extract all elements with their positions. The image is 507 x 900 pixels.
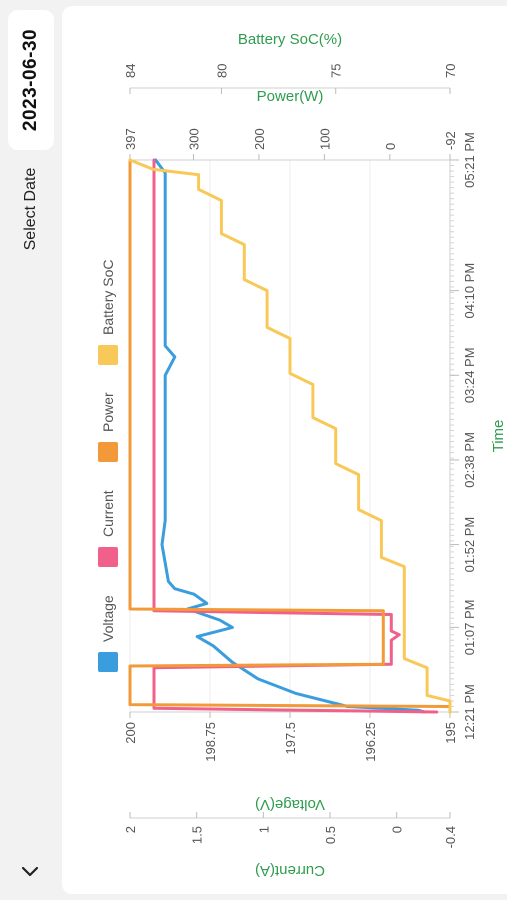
power-tick-label: 397: [123, 128, 138, 150]
legend-swatch: [98, 652, 118, 672]
legend-label: Voltage: [100, 595, 116, 642]
legend-swatch: [98, 345, 118, 365]
legend-label: Current: [100, 490, 116, 537]
legend-label: Battery SoC: [100, 260, 116, 335]
chevron-down-icon: [21, 866, 39, 877]
voltage-tick-label: 196.25: [363, 722, 378, 762]
chart-series: [128, 158, 452, 714]
voltage-tick-label: 197.5: [283, 722, 298, 755]
current-tick-label: 0: [390, 826, 405, 833]
power-tick-label: -92: [443, 131, 458, 150]
time-tick-label: 01:07 PM: [462, 600, 477, 656]
soc-axis-title: Battery SoC(%): [238, 31, 342, 48]
series-line-battery-soc: [128, 158, 452, 714]
time-tick-label: 03:24 PM: [462, 347, 477, 403]
voltage-tick-label: 200: [123, 722, 138, 744]
voltage-tick-label: 195: [443, 722, 458, 744]
voltage-axis-title: Voltage(V): [255, 796, 325, 813]
soc-tick-label: 84: [123, 64, 138, 78]
chart-axes: 12:21 PM 01:07 PM 01:52 PM 02:38 PM 03:24 PM…: [123, 31, 507, 879]
power-tick-label: 0: [383, 143, 398, 150]
legend-swatch: [98, 442, 118, 462]
power-tick-label: 200: [252, 128, 267, 150]
soc-tick-label: 70: [443, 64, 458, 78]
series-line-voltage: [154, 158, 426, 714]
current-tick-label: 0.5: [323, 826, 338, 844]
time-axis-title: Time: [490, 420, 507, 453]
time-tick-label: 02:38 PM: [462, 432, 477, 488]
soc-tick-label: 80: [214, 64, 229, 78]
chart-legend: Voltage Current Power Battery SoC: [98, 260, 118, 672]
current-axis-title: Current(A): [255, 862, 325, 879]
time-tick-label: 01:52 PM: [462, 517, 477, 573]
date-picker[interactable]: [8, 10, 54, 150]
voltage-tick-label: 198.75: [203, 722, 218, 762]
power-tick-label: 300: [186, 128, 201, 150]
legend-swatch: [98, 547, 118, 567]
time-tick-label: 05:21 PM: [462, 132, 477, 188]
chart-grid: [129, 160, 451, 712]
current-tick-label: 1: [256, 826, 271, 833]
power-tick-label: 100: [317, 128, 332, 150]
soc-tick-label: 75: [329, 64, 344, 78]
current-tick-label: 1.5: [190, 826, 205, 844]
series-line-power: [128, 158, 452, 714]
date-strip: 2023-06-30 Select Date: [0, 0, 62, 900]
back-button[interactable]: [16, 858, 44, 886]
power-axis-title: Power(W): [257, 88, 324, 105]
current-tick-label: -0.4: [443, 826, 458, 848]
time-tick-label: 04:10 PM: [462, 263, 477, 319]
current-tick-label: 2: [123, 826, 138, 833]
time-tick-label: 12:21 PM: [462, 684, 477, 740]
series-line-current: [152, 158, 439, 714]
legend-label: Power: [100, 392, 116, 432]
chart-panel: [62, 6, 507, 894]
